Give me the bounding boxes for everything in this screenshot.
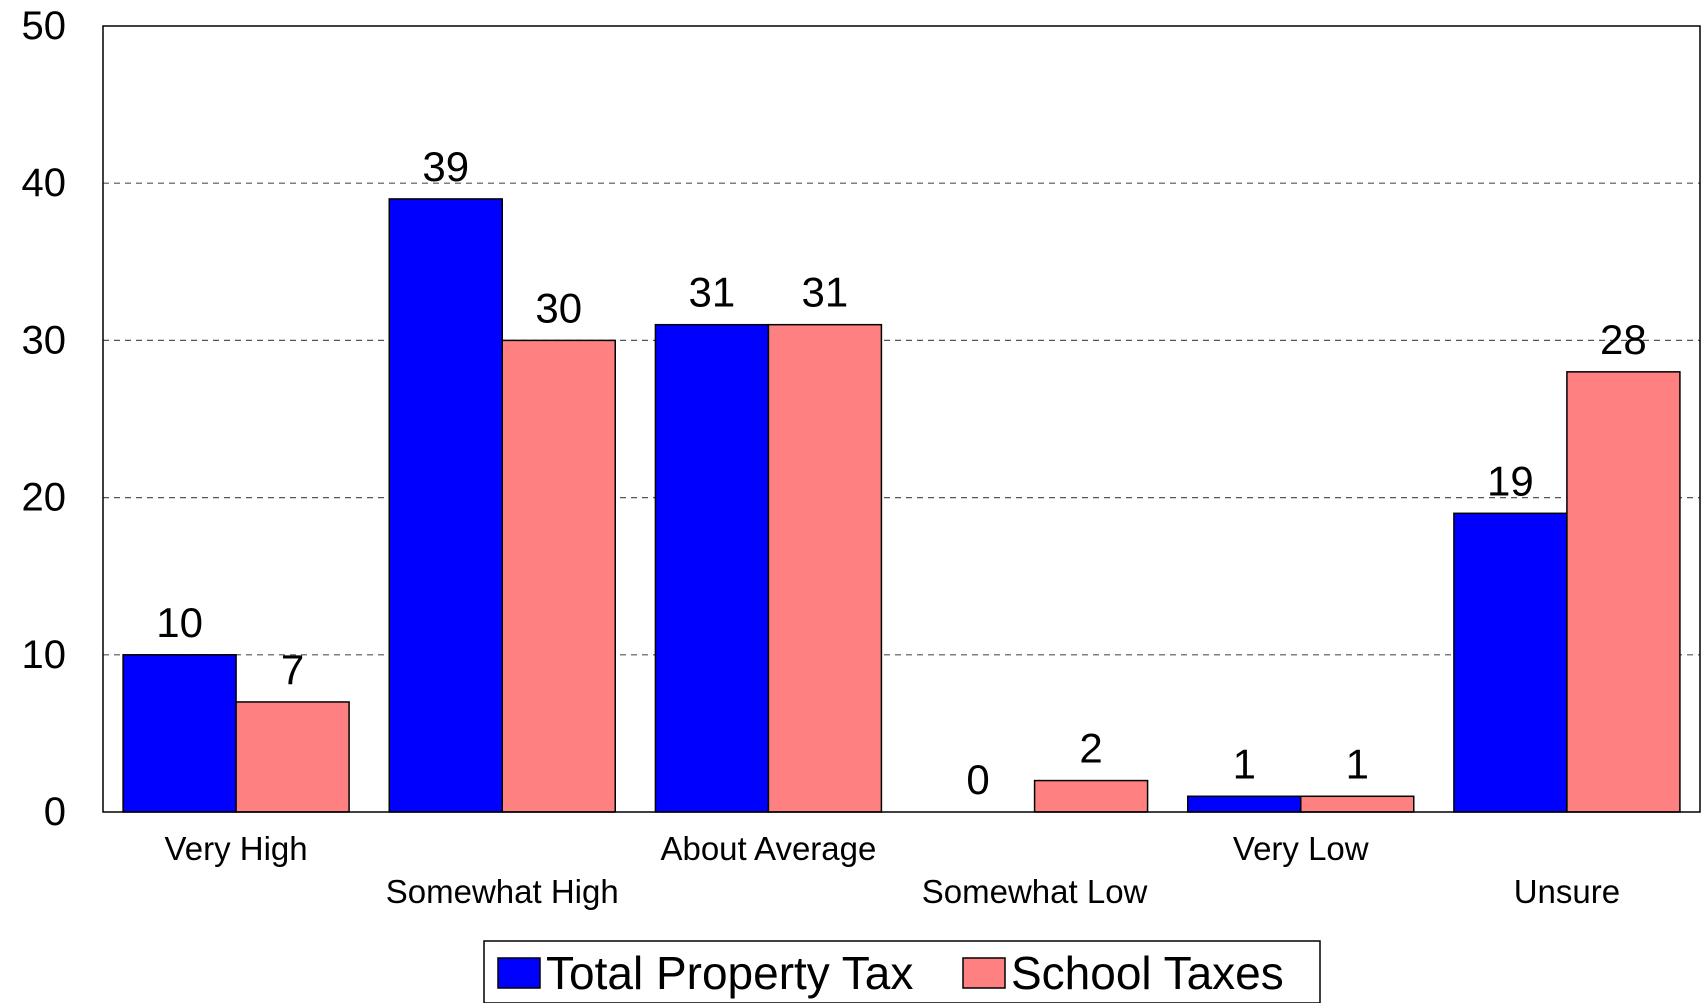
legend-label: Total Property Tax <box>546 947 913 999</box>
legend-items: Total Property Tax School Taxes <box>497 947 1284 999</box>
y-tick-label: 20 <box>22 476 67 520</box>
legend-swatch <box>497 957 541 989</box>
bar-total-property-tax <box>122 654 237 813</box>
data-label: 10 <box>156 599 203 646</box>
legend: Total Property Tax School Taxes <box>483 940 1321 1003</box>
gridlines <box>103 182 1700 656</box>
data-label: 0 <box>966 756 989 803</box>
data-label: 19 <box>1487 457 1534 504</box>
y-axis-tick-labels: 0 10 20 30 40 50 <box>22 4 67 834</box>
bar-total-property-tax <box>388 198 503 813</box>
data-label: 31 <box>689 269 736 316</box>
y-tick-label: 40 <box>22 161 67 205</box>
data-label: 30 <box>535 284 582 331</box>
x-category-label: Very High <box>165 830 308 867</box>
legend-label: School Taxes <box>1011 947 1284 999</box>
bar-school-taxes <box>1566 371 1681 813</box>
data-label: 1 <box>1233 740 1256 787</box>
data-labels: 10 7 39 30 31 31 0 2 1 1 19 28 <box>156 143 1647 803</box>
bar-school-taxes <box>501 339 616 813</box>
x-category-label: Somewhat High <box>386 873 619 910</box>
legend-box <box>483 940 1321 1003</box>
y-tick-label: 30 <box>22 318 67 362</box>
x-category-label: About Average <box>660 830 876 867</box>
bar-total-property-tax <box>1453 512 1568 813</box>
bar-school-taxes <box>1033 779 1149 813</box>
x-category-label: Somewhat Low <box>922 873 1148 910</box>
bar-total-property-tax <box>654 323 770 813</box>
bar-school-taxes <box>1300 795 1415 813</box>
data-label: 31 <box>802 269 849 316</box>
bar-school-taxes <box>235 701 350 813</box>
y-tick-label: 0 <box>44 790 66 834</box>
data-label: 2 <box>1079 725 1102 772</box>
bar-school-taxes <box>767 323 883 813</box>
data-label: 1 <box>1346 740 1369 787</box>
data-label: 7 <box>281 646 304 693</box>
data-label: 28 <box>1600 316 1647 363</box>
plot-area-frame <box>102 25 1701 813</box>
y-tick-label: 50 <box>22 4 67 48</box>
legend-swatch <box>962 957 1006 989</box>
bars <box>122 198 1681 813</box>
x-category-label: Unsure <box>1514 873 1620 910</box>
x-axis-category-labels: Very High Somewhat High About Average Somew… <box>165 830 1621 910</box>
bar-total-property-tax <box>1187 795 1302 813</box>
y-tick-label: 10 <box>22 633 67 677</box>
x-category-label: Very Low <box>1233 830 1369 867</box>
data-label: 39 <box>422 143 469 190</box>
